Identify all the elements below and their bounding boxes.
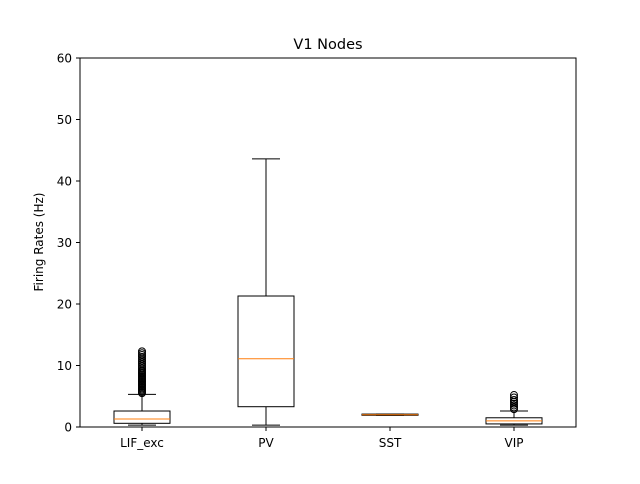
y-tick-label: 30: [57, 236, 72, 250]
x-tick-label: VIP: [505, 436, 524, 450]
box-sst: [361, 413, 419, 416]
x-tick-label: SST: [379, 436, 402, 450]
outlier-point: [510, 393, 518, 402]
y-tick-label: 0: [64, 421, 72, 435]
y-tick-label: 20: [57, 298, 72, 312]
box-lif-exc: [113, 347, 171, 426]
x-tick-label: LIF_exc: [120, 436, 164, 450]
y-tick-label: 60: [57, 52, 72, 66]
box-series: [113, 158, 543, 426]
iqr-box: [237, 295, 295, 408]
chart-title: V1 Nodes: [293, 37, 362, 53]
outlier-point: [510, 391, 518, 400]
y-tick-label: 10: [57, 359, 72, 373]
box-vip: [485, 391, 543, 426]
outlier-point: [138, 347, 146, 356]
y-axis-ticks: 0 10 20 30 40 50 60: [57, 52, 80, 435]
x-axis-ticks: LIF_exc PV SST VIP: [120, 427, 523, 450]
y-tick-label: 40: [57, 175, 72, 189]
y-axis-label: Firing Rates (Hz): [32, 193, 46, 292]
outlier-point: [510, 395, 518, 404]
y-tick-label: 50: [57, 113, 72, 127]
plot-area-frame: [79, 57, 577, 428]
x-tick-label: PV: [258, 436, 274, 450]
box-pv: [237, 158, 295, 426]
iqr-box: [113, 410, 171, 424]
